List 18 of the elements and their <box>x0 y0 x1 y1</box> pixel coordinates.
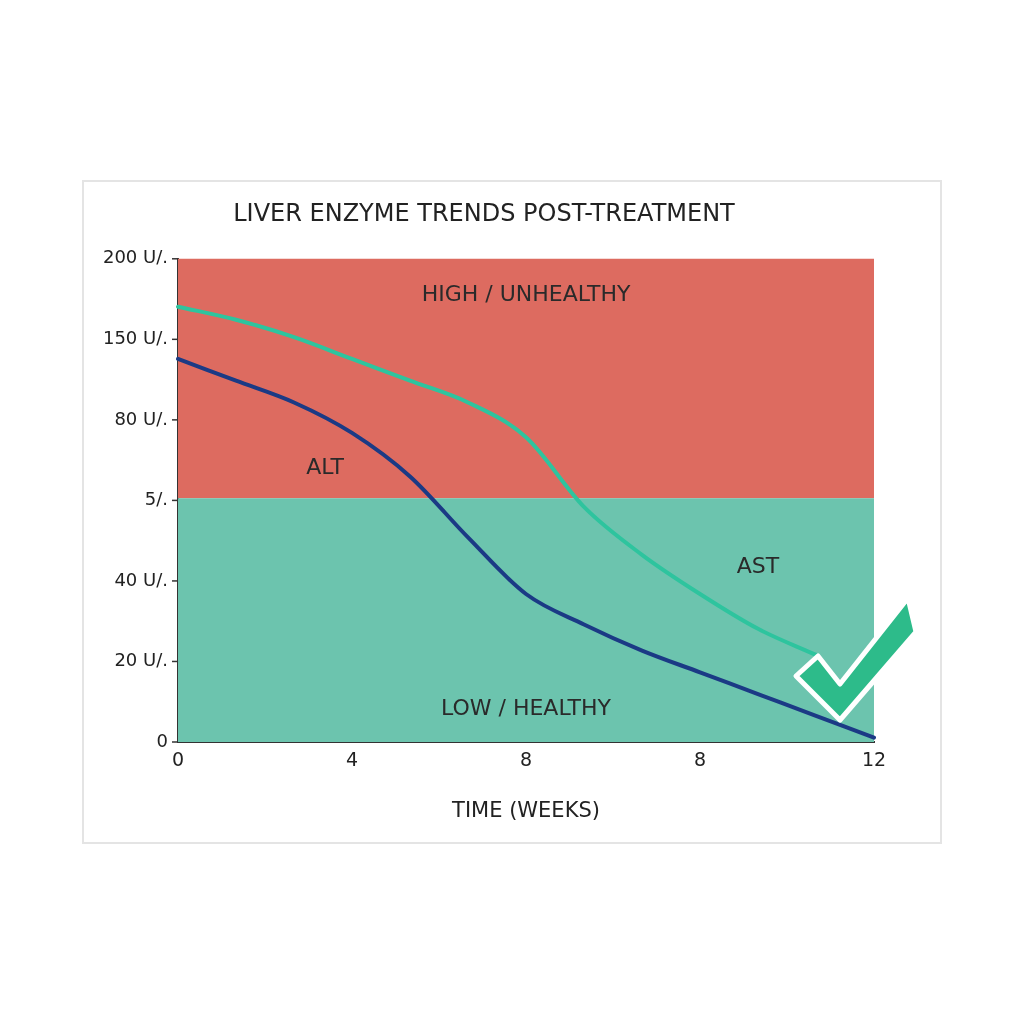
band-label: LOW / HEALTHY <box>440 694 612 720</box>
x-tick-label: 4 <box>345 748 359 771</box>
text: 0 <box>156 729 168 751</box>
band-label: HIGH / UNHEALTHY <box>421 280 631 306</box>
chart-title: LIVER ENZYME TRENDS POST-TREATMENT <box>233 198 736 227</box>
text: 20 U/. <box>114 649 168 671</box>
series-label: AST <box>736 552 780 578</box>
text: 80 U/. <box>114 407 168 429</box>
text: 200 U/. <box>102 246 168 268</box>
x-tick-label: 12 <box>861 748 887 771</box>
text: 5/. <box>144 488 168 510</box>
series-label: ALT <box>306 454 345 480</box>
x-axis-title: TIME (WEEKS) <box>451 797 600 822</box>
text: 150 U/. <box>102 327 168 349</box>
text: 40 U/. <box>114 568 168 590</box>
x-tick-label: 8 <box>693 748 707 771</box>
x-tick-label: 8 <box>519 748 533 771</box>
x-tick-label: 0 <box>171 748 185 771</box>
